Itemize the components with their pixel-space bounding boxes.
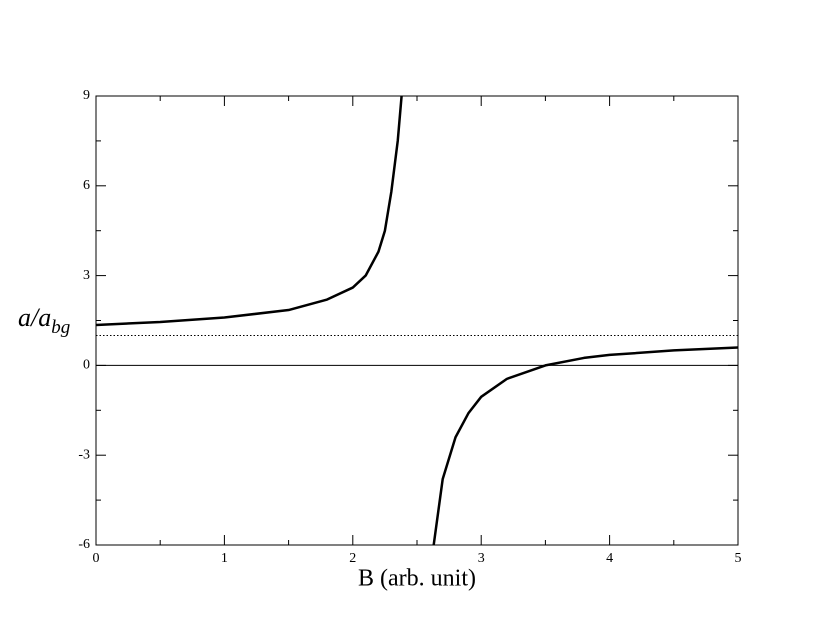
y-tick-label: 0 [83, 358, 90, 373]
y-tick-label: 3 [83, 268, 90, 283]
y-axis-label-sub: bg [51, 317, 70, 338]
y-tick-label: 6 [83, 178, 90, 193]
y-tick-label: 9 [83, 88, 90, 103]
y-tick-label: -6 [78, 537, 90, 552]
y-tick-label: -3 [78, 447, 90, 462]
x-tick-label: 5 [735, 551, 742, 566]
y-axis-label-main: a/a [18, 303, 51, 332]
x-tick-label: 1 [221, 551, 228, 566]
x-tick-label: 0 [93, 551, 100, 566]
y-axis-label: a/abg [18, 303, 70, 338]
x-axis-label: B (arb. unit) [358, 566, 476, 592]
data-line [95, 95, 739, 546]
x-tick-label: 4 [606, 551, 613, 566]
x-tick-label: 2 [349, 551, 356, 566]
x-tick-label: 3 [478, 551, 485, 566]
